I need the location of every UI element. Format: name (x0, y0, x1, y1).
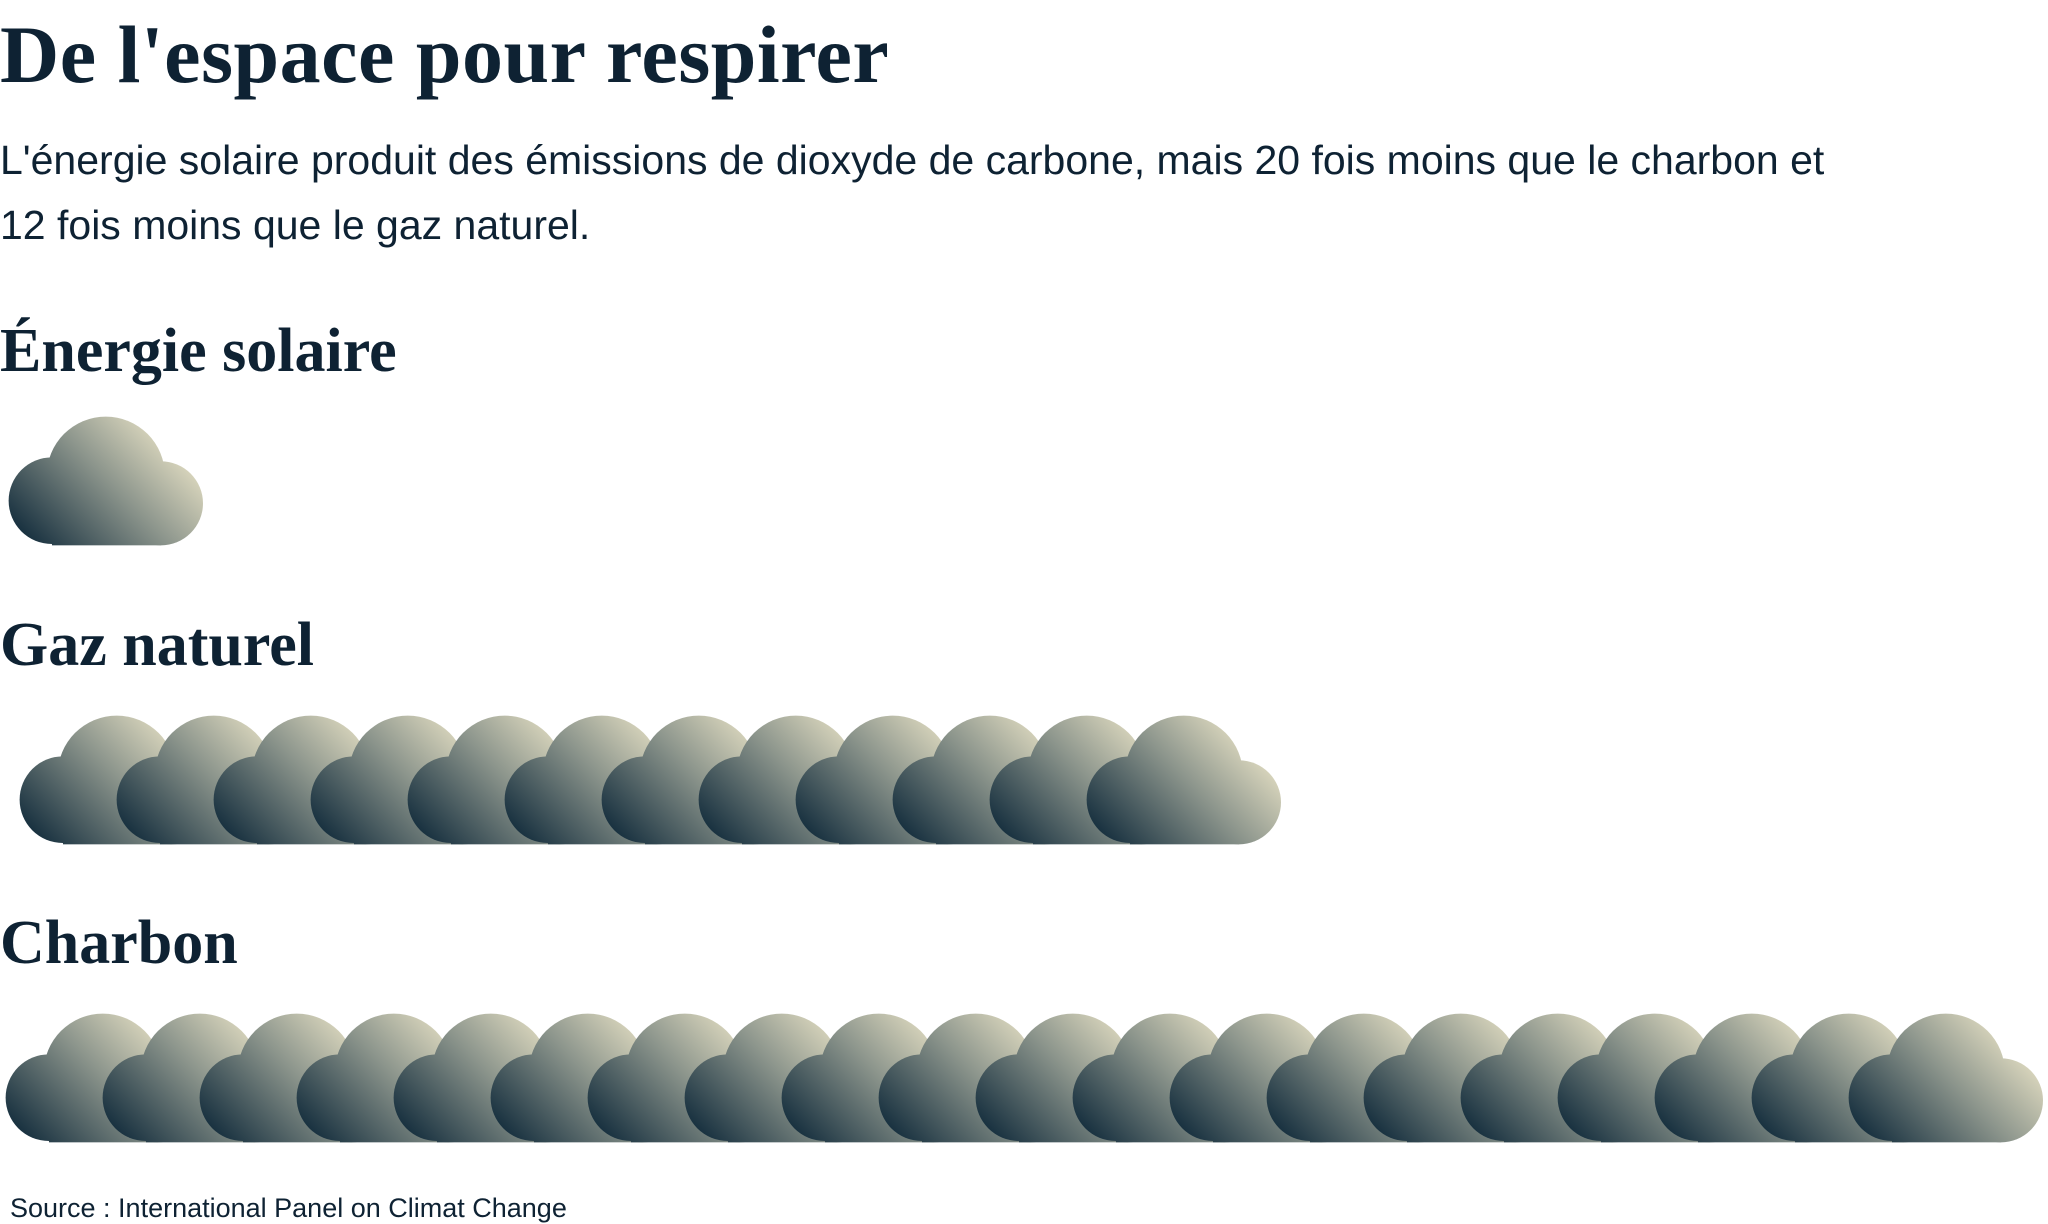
cloud-row-solaire (8, 416, 203, 546)
category-label-charbon: Charbon (0, 909, 238, 977)
category-label-gaz: Gaz naturel (0, 611, 314, 679)
cloud-icon (1848, 1013, 2043, 1143)
source-note: Source : International Panel on Climat C… (10, 1193, 567, 1223)
category-label-solaire: Énergie solaire (0, 317, 397, 385)
chart-subtitle: L'énergie solaire produit des émissions … (0, 137, 1825, 248)
cloud-row-charbon (5, 1013, 2043, 1143)
cloud-row-gaz (19, 715, 1281, 845)
cloud-icon (8, 416, 203, 546)
chart-title: De l'espace pour respirer (0, 9, 890, 100)
cloud-icon (1086, 715, 1281, 845)
